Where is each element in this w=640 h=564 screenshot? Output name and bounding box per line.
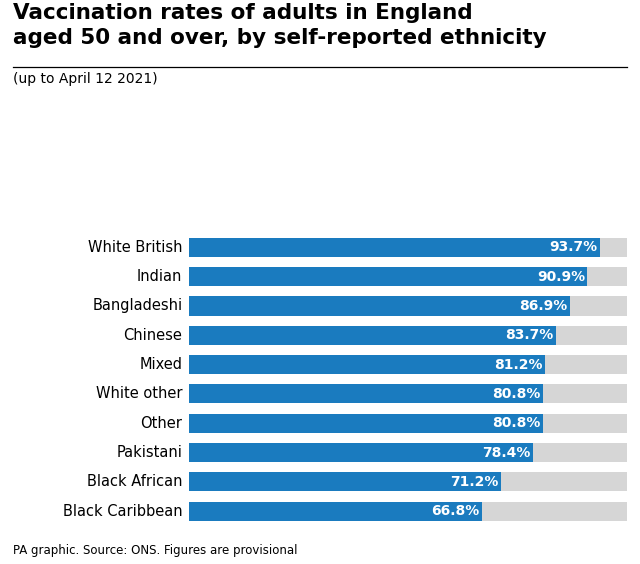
- Text: Mixed: Mixed: [140, 357, 182, 372]
- Text: 83.7%: 83.7%: [506, 328, 554, 342]
- Text: 80.8%: 80.8%: [492, 387, 541, 401]
- Bar: [189, 385, 627, 403]
- Text: Indian: Indian: [137, 269, 182, 284]
- Bar: [189, 326, 556, 345]
- Bar: [189, 502, 482, 521]
- Bar: [189, 238, 627, 257]
- Text: 93.7%: 93.7%: [549, 240, 597, 254]
- Text: 71.2%: 71.2%: [451, 475, 499, 489]
- Text: aged 50 and over, by self-reported ethnicity: aged 50 and over, by self-reported ethni…: [13, 28, 547, 48]
- Bar: [189, 355, 545, 374]
- Text: Vaccination rates of adults in England: Vaccination rates of adults in England: [13, 3, 472, 23]
- Bar: [189, 238, 600, 257]
- Bar: [189, 414, 627, 433]
- Bar: [189, 443, 627, 462]
- Bar: [189, 414, 543, 433]
- Bar: [189, 385, 543, 403]
- Bar: [189, 326, 627, 345]
- Text: Other: Other: [141, 416, 182, 431]
- Text: 80.8%: 80.8%: [492, 416, 541, 430]
- Text: 66.8%: 66.8%: [431, 504, 479, 518]
- Text: White British: White British: [88, 240, 182, 255]
- Bar: [189, 297, 570, 315]
- Text: 81.2%: 81.2%: [494, 358, 543, 372]
- Text: 90.9%: 90.9%: [537, 270, 585, 284]
- Bar: [189, 473, 501, 491]
- Bar: [189, 443, 532, 462]
- Text: White other: White other: [96, 386, 182, 402]
- Text: Pakistani: Pakistani: [116, 445, 182, 460]
- Bar: [189, 355, 627, 374]
- Bar: [189, 267, 627, 286]
- Text: Bangladeshi: Bangladeshi: [92, 298, 182, 314]
- Text: Chinese: Chinese: [124, 328, 182, 343]
- Bar: [189, 297, 627, 315]
- Text: (up to April 12 2021): (up to April 12 2021): [13, 72, 157, 86]
- Bar: [189, 502, 627, 521]
- Text: PA graphic. Source: ONS. Figures are provisional: PA graphic. Source: ONS. Figures are pro…: [13, 544, 298, 557]
- Text: 78.4%: 78.4%: [482, 446, 531, 460]
- Text: Black African: Black African: [87, 474, 182, 490]
- Text: 86.9%: 86.9%: [519, 299, 568, 313]
- Text: Black Caribbean: Black Caribbean: [63, 504, 182, 519]
- Bar: [189, 473, 627, 491]
- Bar: [189, 267, 588, 286]
